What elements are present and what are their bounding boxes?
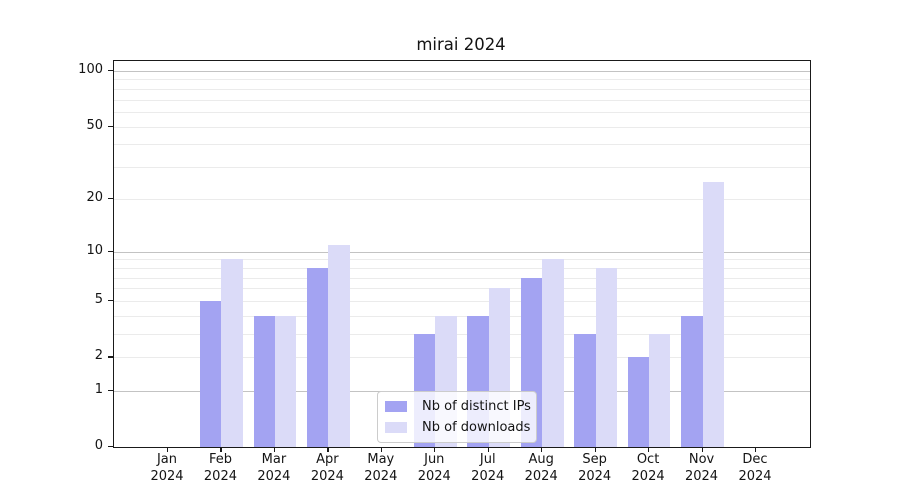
x-tick <box>755 447 757 452</box>
y-gridline-minor <box>114 126 810 128</box>
y-tick <box>108 197 113 200</box>
x-tick-label: Nov 2024 <box>684 452 719 484</box>
x-tick <box>327 447 329 452</box>
bar-distinct-ips <box>574 334 596 447</box>
y-tick <box>108 446 113 448</box>
y-tick <box>108 250 113 252</box>
bar-downloads <box>542 259 564 447</box>
x-tick-label: Oct 2024 <box>631 452 665 484</box>
x-tick <box>541 447 543 452</box>
bar-distinct-ips <box>306 267 329 447</box>
y-tick-label: 2 <box>94 348 103 364</box>
x-tick <box>434 447 436 452</box>
legend-label-downloads: Nb of downloads <box>422 420 531 435</box>
bar-downloads <box>702 181 724 447</box>
y-gridline-minor <box>114 79 810 81</box>
legend-item-distinct-ips: Nb of distinct IPs <box>385 399 531 414</box>
y-gridline-minor <box>114 267 810 269</box>
y-tick-label: 50 <box>86 117 103 133</box>
y-gridline-minor <box>114 277 810 279</box>
y-tick-label: 20 <box>86 189 103 205</box>
y-tick <box>108 389 113 391</box>
bar-downloads <box>221 259 243 447</box>
x-tick-label: Jan 2024 <box>150 452 184 484</box>
bar-downloads <box>274 315 297 447</box>
y-tick-label: 1 <box>94 381 103 397</box>
y-tick <box>108 70 113 72</box>
bar-downloads <box>649 334 671 447</box>
x-tick <box>487 447 489 452</box>
y-gridline-major <box>114 71 810 72</box>
y-gridline-minor <box>114 88 810 90</box>
x-tick-label: Jul 2024 <box>471 452 505 484</box>
x-tick <box>167 447 169 452</box>
plot-area: Nb of distinct IPs Nb of downloads <box>113 60 811 448</box>
y-gridline-minor <box>114 334 810 336</box>
y-gridline-minor <box>114 167 810 169</box>
x-tick-label: Sep 2024 <box>578 452 612 484</box>
x-tick-label: Jun 2024 <box>417 452 451 484</box>
y-gridline-minor <box>114 315 810 317</box>
x-tick-label: Apr 2024 <box>310 452 344 484</box>
legend: Nb of distinct IPs Nb of downloads <box>377 391 537 443</box>
x-tick <box>273 447 276 452</box>
legend-label-distinct-ips: Nb of distinct IPs <box>422 399 531 414</box>
bar-distinct-ips <box>200 301 222 447</box>
chart-title: mirai 2024 <box>416 35 506 54</box>
y-gridline-minor <box>114 144 810 146</box>
y-tick <box>108 125 113 127</box>
y-tick-label: 5 <box>94 292 103 308</box>
x-tick-label: Aug 2024 <box>524 452 558 484</box>
y-gridline-minor <box>114 198 810 200</box>
x-tick <box>648 447 650 452</box>
x-tick <box>594 447 596 452</box>
bar-distinct-ips <box>253 315 275 447</box>
y-gridline-minor <box>114 112 810 114</box>
bar-distinct-ips <box>681 315 703 447</box>
y-gridline-minor <box>114 259 810 261</box>
x-tick-label: Feb 2024 <box>203 452 237 484</box>
y-gridline-major <box>114 251 810 253</box>
y-tick <box>108 356 113 358</box>
bar-downloads <box>328 244 350 447</box>
y-tick-label: 10 <box>86 242 103 258</box>
y-gridline-minor <box>114 99 810 101</box>
x-tick <box>220 447 222 452</box>
x-tick-label: Mar 2024 <box>257 452 291 484</box>
x-tick <box>380 447 382 452</box>
y-gridline-minor <box>114 357 810 359</box>
legend-item-downloads: Nb of downloads <box>385 420 531 435</box>
bar-distinct-ips <box>627 357 650 447</box>
y-tick-label: 100 <box>78 62 103 77</box>
y-gridline-minor <box>114 288 810 290</box>
x-tick-label: May 2024 <box>364 452 398 484</box>
legend-swatch-downloads-icon <box>385 422 407 433</box>
x-tick <box>701 447 703 452</box>
y-tick <box>108 300 113 302</box>
y-tick-label: 0 <box>94 438 103 453</box>
bar-downloads <box>595 267 618 447</box>
legend-swatch-distinct-ips-icon <box>385 401 407 412</box>
x-tick-label: Dec 2024 <box>738 452 772 484</box>
y-gridline-minor <box>114 301 810 303</box>
